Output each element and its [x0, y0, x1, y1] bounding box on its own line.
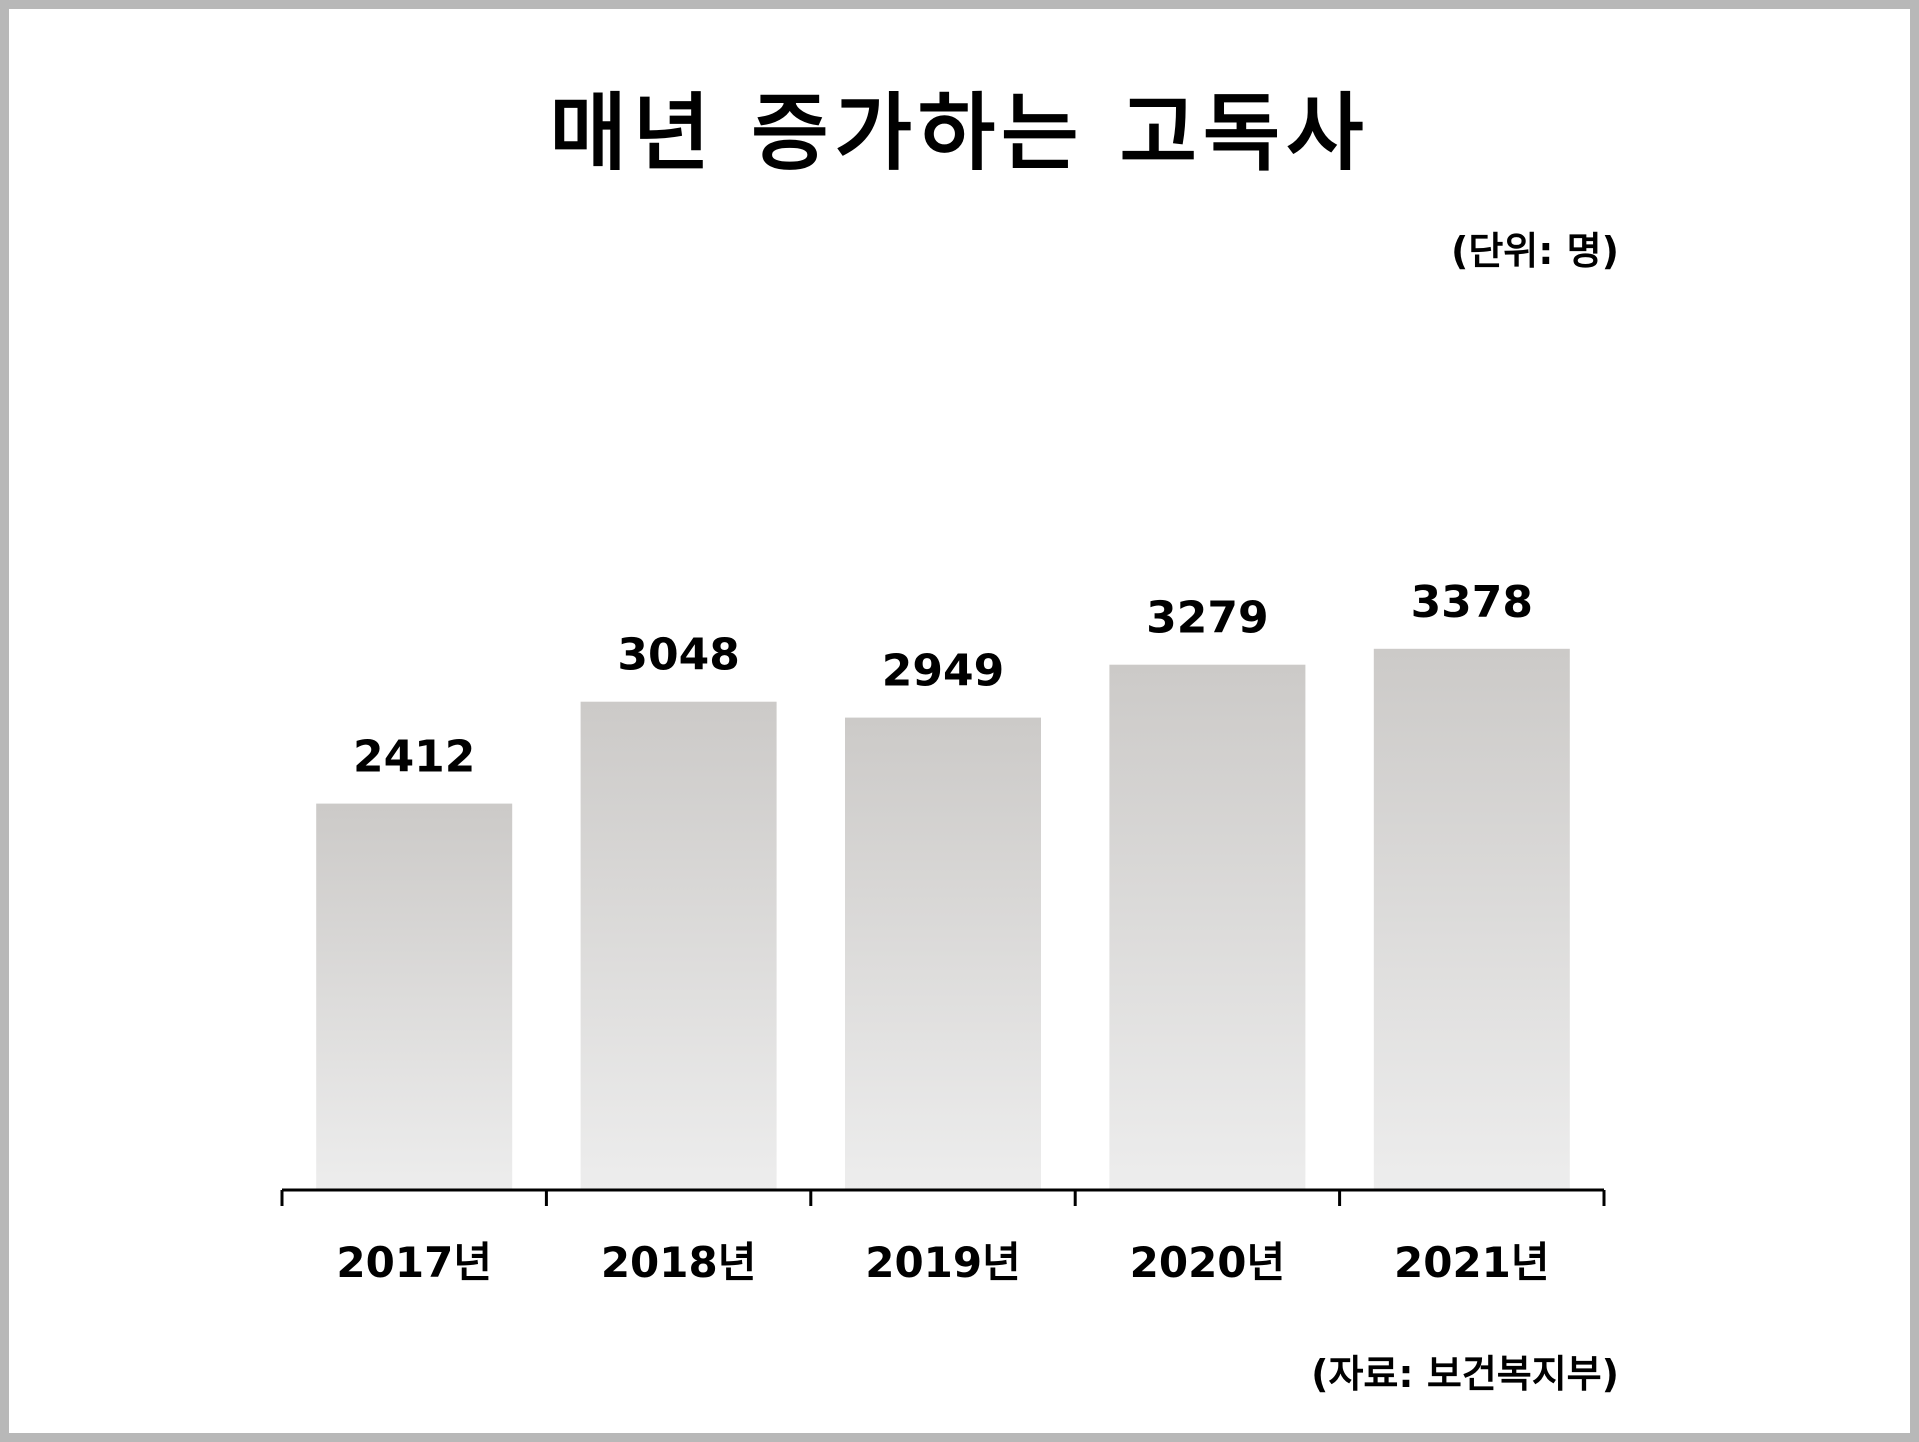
- bar-2021년: [1373, 648, 1570, 1190]
- data-label-2020년: 3279: [1146, 593, 1268, 644]
- x-tick-label-2021년: 2021년: [1394, 1238, 1550, 1287]
- x-tick-label-2020년: 2020년: [1130, 1238, 1286, 1287]
- x-tick-label-2018년: 2018년: [601, 1238, 757, 1287]
- bar-2018년: [580, 701, 777, 1190]
- bar-2019년: [845, 717, 1041, 1190]
- source-note: (자료: 보건복지부): [1311, 1352, 1619, 1396]
- unit-note: (단위: 명): [1450, 229, 1619, 273]
- data-label-2019년: 2949: [882, 646, 1004, 697]
- bar-2020년: [1109, 664, 1306, 1190]
- x-tick-label-2017년: 2017년: [336, 1238, 492, 1287]
- data-label-2017년: 2412: [353, 732, 475, 783]
- data-label-2018년: 3048: [617, 630, 739, 681]
- data-label-2021년: 3378: [1411, 577, 1533, 628]
- x-tick-label-2019년: 2019년: [865, 1238, 1021, 1287]
- bar-2017년: [316, 803, 513, 1190]
- chart-title: 매년 증가하는 고독사: [549, 84, 1370, 182]
